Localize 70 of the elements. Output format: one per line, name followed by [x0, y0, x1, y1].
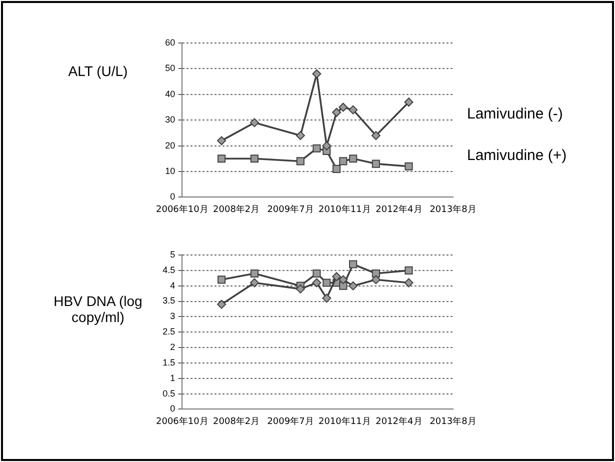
y-tick-label: 0	[170, 404, 176, 414]
point	[250, 118, 259, 128]
point	[404, 98, 414, 107]
point	[339, 157, 348, 166]
y-tick-label: 20	[165, 140, 176, 150]
x-tick-label: 2013年8月	[430, 416, 476, 427]
x-tick-label: 2009年7月	[267, 204, 314, 215]
point	[371, 275, 380, 284]
point	[312, 144, 321, 152]
point	[348, 105, 358, 114]
point	[217, 300, 226, 309]
x-tick-label: 2008年2月	[213, 416, 260, 427]
x-tick-label: 2013年8月	[430, 204, 476, 215]
point	[296, 157, 304, 166]
x-tick-label: 2008年2月	[213, 204, 260, 215]
x-tick-label: 2009年7月	[267, 416, 314, 427]
point	[218, 154, 226, 163]
point	[372, 269, 380, 278]
x-tick-label: 2010年11月	[318, 204, 371, 215]
point	[312, 69, 322, 78]
y-tick-label: 4	[170, 280, 176, 290]
point	[250, 269, 259, 278]
point	[218, 276, 226, 284]
point	[332, 272, 342, 282]
point	[322, 294, 332, 303]
point	[348, 281, 358, 290]
y-tick-label: 2	[170, 342, 176, 352]
point	[322, 278, 331, 287]
point	[338, 102, 348, 112]
point	[296, 131, 305, 140]
text: Lamivudine (+)	[467, 146, 567, 164]
point	[404, 278, 414, 288]
y-tick-label: 3.5	[162, 296, 176, 306]
point	[371, 131, 380, 140]
y-tick-label: 50	[165, 63, 176, 74]
point	[404, 266, 413, 274]
point	[332, 108, 342, 117]
x-tick-label: 2010年11月	[318, 416, 371, 427]
x-tick-label: 2012年4月	[376, 204, 422, 215]
y-tick-label: 0	[170, 192, 176, 202]
point	[338, 275, 348, 284]
y-axis-title: HBV DNA (log copy/ml)	[53, 293, 143, 325]
point	[372, 160, 380, 168]
y-tick-label: 1	[170, 372, 176, 383]
x-tick-label: 2012年4月	[376, 416, 422, 427]
y-tick-label: 1.5	[162, 357, 176, 368]
point	[332, 164, 341, 173]
y-tick-label: 60	[165, 37, 176, 48]
y-tick-label: 0.5	[162, 388, 176, 398]
y-tick-label: 10	[165, 166, 176, 176]
y-axis-title: ALT (U/L)	[67, 63, 129, 79]
point	[349, 260, 358, 268]
y-tick-label: 5	[170, 249, 176, 260]
y-tick-label: 2.5	[162, 326, 176, 337]
point	[250, 154, 259, 163]
point	[312, 269, 321, 278]
point	[312, 278, 322, 288]
y-tick-label: 40	[165, 88, 176, 99]
x-tick-label: 2006年10月	[156, 204, 208, 215]
x-tick-label: 2006年10月	[156, 416, 208, 427]
text: Lamivudine (-)	[467, 106, 563, 123]
y-tick-label: 4.5	[162, 264, 176, 275]
point	[250, 278, 259, 288]
point	[404, 162, 413, 170]
point	[349, 154, 358, 163]
point	[296, 284, 305, 294]
y-tick-label: 3	[170, 311, 176, 322]
point	[217, 136, 226, 146]
y-tick-label: 30	[165, 114, 176, 125]
point	[322, 141, 332, 150]
